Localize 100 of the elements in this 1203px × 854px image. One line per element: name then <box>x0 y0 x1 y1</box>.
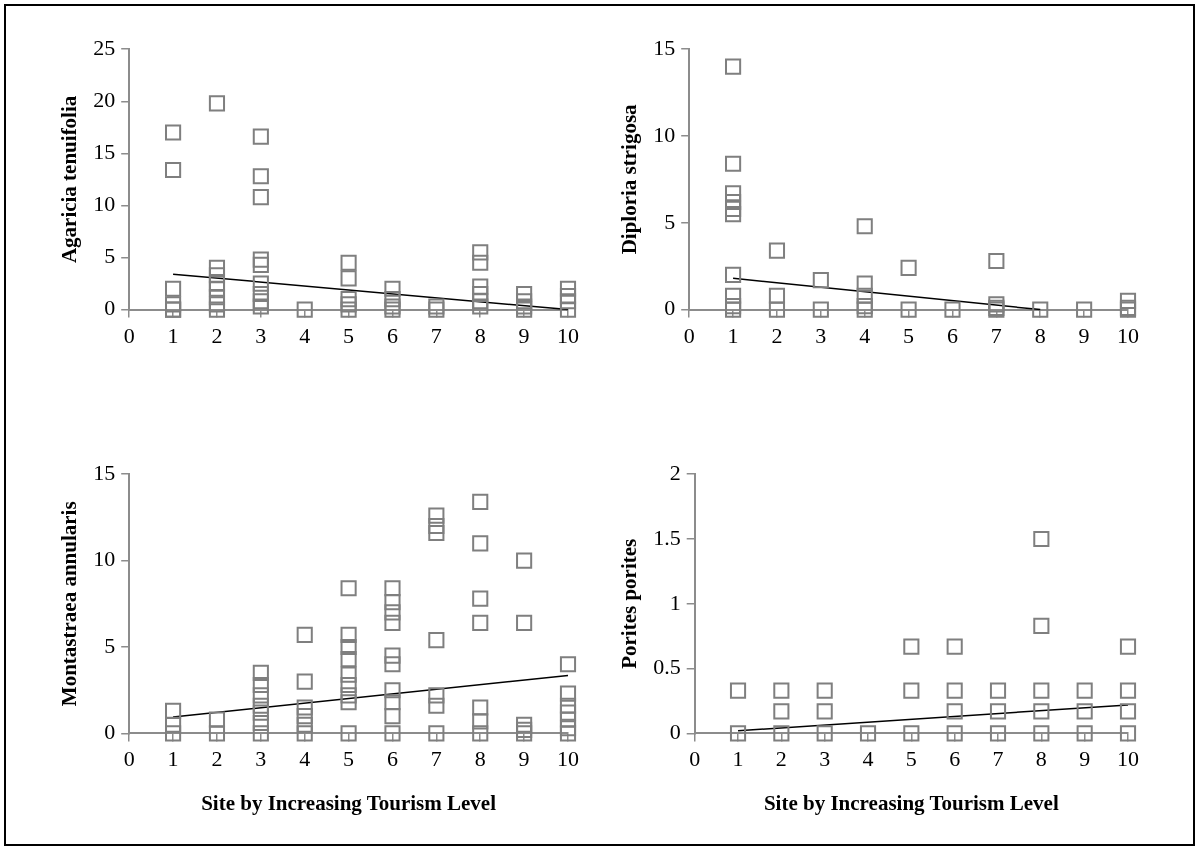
x-tick-label: 3 <box>815 322 827 348</box>
y-tick-label: 10 <box>653 121 676 147</box>
x-tick-label: 7 <box>990 322 1002 348</box>
point <box>856 218 873 235</box>
x-tick-label: 5 <box>343 322 355 348</box>
point <box>472 298 489 315</box>
x-tick-label: 6 <box>949 746 961 772</box>
point <box>989 682 1007 699</box>
x-tick-label: 10 <box>557 746 579 772</box>
y-tick-label: 10 <box>93 546 116 572</box>
point <box>768 301 786 318</box>
y-tick-label: 0 <box>664 295 676 321</box>
y-tick-label: 15 <box>653 34 676 60</box>
point <box>989 703 1007 720</box>
x-tick-label: 8 <box>1034 322 1046 348</box>
point <box>859 725 877 742</box>
y-tick-label: 15 <box>93 139 116 165</box>
y-tick-label: 0 <box>104 719 116 745</box>
point <box>725 206 742 223</box>
point <box>340 301 357 318</box>
point <box>252 298 269 315</box>
point <box>988 252 1005 270</box>
point <box>946 682 963 699</box>
point <box>252 128 269 145</box>
point <box>252 275 269 292</box>
point <box>725 185 742 202</box>
point <box>903 682 920 699</box>
x-tick-label: 0 <box>123 746 135 772</box>
x-tick-label: 5 <box>343 746 355 772</box>
y-tick-label: 10 <box>93 191 116 217</box>
x-tick-label: 5 <box>905 746 917 772</box>
point <box>208 301 226 318</box>
point <box>472 285 489 303</box>
x-tick-label: 8 <box>1035 746 1047 772</box>
point <box>816 682 833 699</box>
x-tick-label: 3 <box>255 746 267 772</box>
point <box>472 293 489 310</box>
x-tick-label: 4 <box>299 746 311 772</box>
y-axis-title: Montastraea annularis <box>57 501 82 707</box>
x-tick-label: 7 <box>430 746 442 772</box>
x-tick-label: 5 <box>903 322 915 348</box>
point <box>1033 725 1050 742</box>
y-tick-label: 0.5 <box>653 654 681 680</box>
point <box>472 244 489 261</box>
point <box>1076 703 1093 720</box>
x-tick-label: 6 <box>946 322 958 348</box>
point <box>208 259 226 277</box>
x-tick-label: 1 <box>167 322 179 348</box>
x-tick-label: 9 <box>518 746 530 772</box>
y-tick-label: 5 <box>664 208 676 234</box>
point <box>816 703 833 720</box>
y-tick-label: 20 <box>93 87 116 113</box>
point <box>340 254 357 271</box>
point <box>384 280 401 297</box>
point <box>1076 682 1093 699</box>
y-tick-label: 15 <box>93 459 116 485</box>
point <box>1076 725 1093 742</box>
point <box>903 638 920 655</box>
point <box>165 280 182 297</box>
point <box>165 161 182 179</box>
y-tick-label: 2 <box>669 459 681 485</box>
y-tick-label: 0 <box>104 295 116 321</box>
point <box>768 242 786 259</box>
point <box>1119 292 1137 309</box>
point <box>1032 301 1049 318</box>
point <box>725 58 742 75</box>
point <box>946 703 963 720</box>
point <box>1119 682 1137 699</box>
x-tick-label: 6 <box>386 322 398 348</box>
point <box>725 266 742 283</box>
point <box>559 293 577 310</box>
x-tick-label: 1 <box>732 746 744 772</box>
y-axis-title: Diploria strigosa <box>617 103 642 255</box>
x-tick-label: 7 <box>992 746 1004 772</box>
x-tick-label: 1 <box>167 746 179 772</box>
point <box>900 301 917 318</box>
point <box>165 296 182 313</box>
point <box>1033 682 1050 699</box>
point <box>812 272 829 289</box>
point <box>1033 530 1050 548</box>
point <box>1033 703 1050 720</box>
point <box>773 682 790 699</box>
point <box>252 189 269 206</box>
x-tick-label: 4 <box>299 322 311 348</box>
x-tick-label: 10 <box>1117 746 1139 772</box>
point <box>559 301 577 318</box>
x-tick-label: 9 <box>1079 746 1091 772</box>
x-tick-label: 10 <box>1117 322 1139 348</box>
point <box>516 285 533 303</box>
point <box>340 291 357 308</box>
point <box>856 275 873 292</box>
point <box>1033 617 1050 634</box>
point <box>903 725 920 742</box>
x-tick-label: 2 <box>771 322 783 348</box>
x-tick-label: 2 <box>211 746 223 772</box>
x-axis-title: Site by Increasing Tourism Level <box>201 790 497 815</box>
point <box>768 287 786 304</box>
point <box>384 291 401 308</box>
point <box>1119 703 1137 720</box>
x-tick-label: 2 <box>775 746 787 772</box>
